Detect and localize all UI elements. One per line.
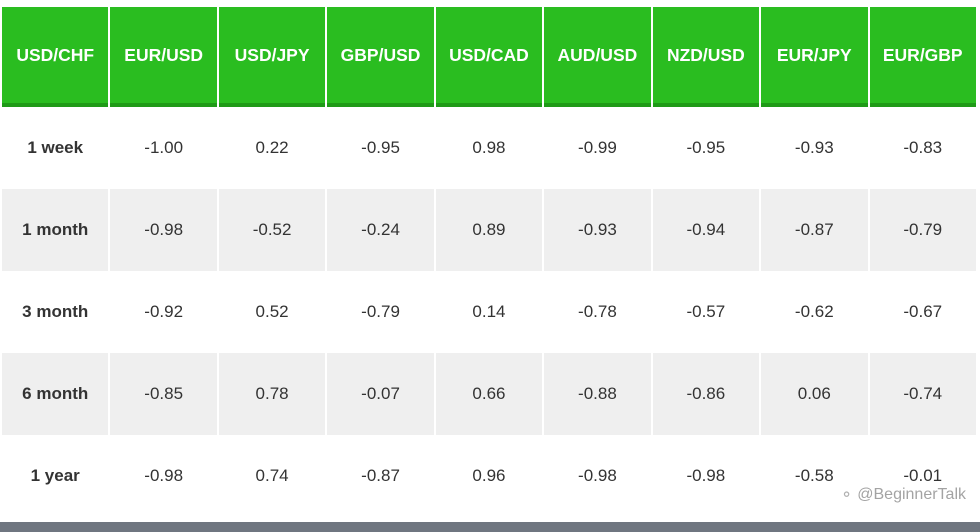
table-cell: -0.86 [652, 353, 760, 435]
table-cell: -0.79 [869, 189, 976, 271]
table-cell: -0.62 [761, 271, 868, 353]
table-cell: -0.94 [652, 189, 760, 271]
table-cell: 0.22 [218, 107, 326, 189]
correlation-table: USD/CHF EUR/USD USD/JPY GBP/USD USD/CAD … [0, 7, 978, 517]
column-header: USD/JPY [218, 7, 326, 107]
row-label: 6 month [2, 353, 109, 435]
table-cell: -0.01 [869, 435, 976, 517]
table-cell: 0.96 [435, 435, 543, 517]
weibo-icon: ⚬ [839, 487, 854, 504]
table-cell: -0.07 [327, 353, 434, 435]
table-cell: 0.89 [435, 189, 543, 271]
table-cell: -0.78 [544, 271, 651, 353]
column-header: GBP/USD [327, 7, 434, 107]
table-cell: -0.95 [327, 107, 434, 189]
table-cell: 0.74 [218, 435, 326, 517]
table-cell: -0.79 [327, 271, 434, 353]
column-header: EUR/USD [110, 7, 217, 107]
table-cell: -0.58 [761, 435, 868, 517]
table-cell: -0.24 [327, 189, 434, 271]
table-cell: 0.98 [435, 107, 543, 189]
column-header: USD/CHF [2, 7, 109, 107]
row-label: 1 month [2, 189, 109, 271]
table-cell: -0.87 [327, 435, 434, 517]
table-cell: -0.67 [869, 271, 976, 353]
column-header: EUR/GBP [869, 7, 976, 107]
table-cell: -0.74 [869, 353, 976, 435]
table-cell: -0.92 [110, 271, 217, 353]
table-cell: 0.66 [435, 353, 543, 435]
table-cell: -0.88 [544, 353, 651, 435]
table-cell: -0.95 [652, 107, 760, 189]
column-header: USD/CAD [435, 7, 543, 107]
table-cell: -0.93 [544, 189, 651, 271]
table-row: 1 week -1.00 0.22 -0.95 0.98 -0.99 -0.95… [2, 107, 976, 189]
table-cell: -0.87 [761, 189, 868, 271]
table-cell: -0.98 [110, 189, 217, 271]
table-row: 6 month -0.85 0.78 -0.07 0.66 -0.88 -0.8… [2, 353, 976, 435]
column-header: AUD/USD [544, 7, 651, 107]
table-cell: 0.14 [435, 271, 543, 353]
table-cell: -0.98 [544, 435, 651, 517]
column-header: EUR/JPY [761, 7, 868, 107]
table-row: 1 year -0.98 0.74 -0.87 0.96 -0.98 -0.98… [2, 435, 976, 517]
table-cell: -0.98 [110, 435, 217, 517]
header-row: USD/CHF EUR/USD USD/JPY GBP/USD USD/CAD … [2, 7, 976, 107]
table-cell: -0.52 [218, 189, 326, 271]
row-label: 1 week [2, 107, 109, 189]
table-cell: -0.99 [544, 107, 651, 189]
table-cell: -1.00 [110, 107, 217, 189]
table-row: 3 month -0.92 0.52 -0.79 0.14 -0.78 -0.5… [2, 271, 976, 353]
row-label: 3 month [2, 271, 109, 353]
table-row: 1 month -0.98 -0.52 -0.24 0.89 -0.93 -0.… [2, 189, 976, 271]
table-cell: -0.93 [761, 107, 868, 189]
table-cell: -0.98 [652, 435, 760, 517]
watermark: ⚬ @BeginnerTalk [840, 485, 966, 505]
bottom-bar [0, 522, 980, 532]
correlation-table-container: USD/CHF EUR/USD USD/JPY GBP/USD USD/CAD … [2, 7, 978, 517]
table-cell: 0.52 [218, 271, 326, 353]
watermark-text: @BeginnerTalk [857, 486, 966, 503]
table-cell: 0.78 [218, 353, 326, 435]
table-cell: -0.57 [652, 271, 760, 353]
row-label: 1 year [2, 435, 109, 517]
table-cell: -0.85 [110, 353, 217, 435]
table-cell: -0.83 [869, 107, 976, 189]
table-cell: 0.06 [761, 353, 868, 435]
column-header: NZD/USD [652, 7, 760, 107]
